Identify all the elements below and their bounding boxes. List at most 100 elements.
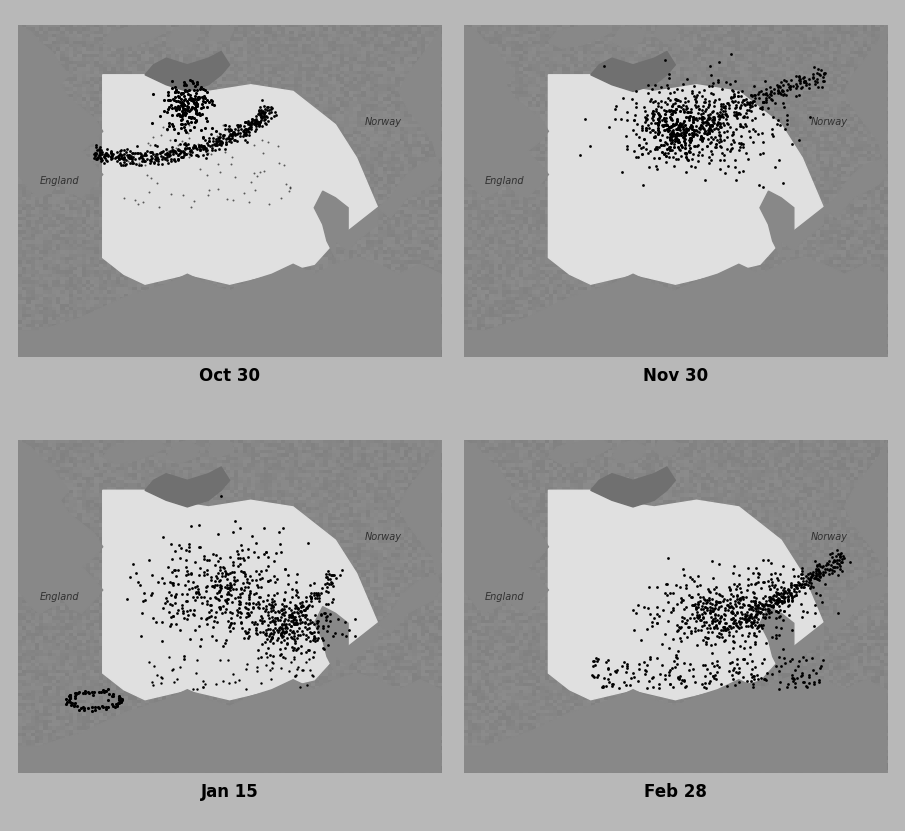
Point <box>729 106 743 119</box>
Point <box>689 614 703 627</box>
Point <box>241 115 255 128</box>
Point <box>303 590 318 603</box>
Point <box>739 608 754 622</box>
Point <box>681 124 696 137</box>
Point <box>213 583 227 597</box>
Point <box>238 625 252 638</box>
Point <box>242 630 256 643</box>
Point <box>743 607 757 621</box>
Point <box>186 92 201 106</box>
Point <box>230 603 244 617</box>
Point <box>242 597 256 610</box>
Point <box>663 131 678 145</box>
Point <box>163 145 177 158</box>
Point <box>818 577 833 590</box>
Point <box>729 624 743 637</box>
Point <box>262 106 277 120</box>
Point <box>824 567 839 580</box>
Point <box>307 588 321 602</box>
Point <box>673 117 688 130</box>
Polygon shape <box>654 440 680 457</box>
Point <box>714 140 729 154</box>
Point <box>335 563 349 576</box>
Point <box>242 593 256 606</box>
Point <box>196 90 211 103</box>
Point <box>627 671 642 684</box>
Point <box>803 110 817 123</box>
Point <box>685 128 700 141</box>
Point <box>278 618 292 632</box>
Point <box>689 119 703 132</box>
Point <box>155 157 169 170</box>
Point <box>208 592 223 605</box>
Point <box>219 594 233 607</box>
Point <box>163 93 177 106</box>
Point <box>271 633 285 647</box>
Point <box>191 583 205 596</box>
Point <box>698 124 712 137</box>
Point <box>171 149 186 162</box>
Point <box>228 133 243 146</box>
Point <box>252 109 267 122</box>
Point <box>726 601 740 614</box>
Point <box>238 127 252 140</box>
Point <box>829 550 843 563</box>
Point <box>748 112 762 125</box>
Point <box>77 701 91 715</box>
Point <box>737 652 751 666</box>
Point <box>146 612 160 625</box>
Point <box>254 107 269 120</box>
Point <box>642 674 656 687</box>
Point <box>100 682 115 696</box>
Point <box>290 642 304 656</box>
Point <box>145 568 159 582</box>
Point <box>247 116 262 130</box>
Point <box>196 148 211 161</box>
Point <box>676 612 691 625</box>
Point <box>119 142 134 155</box>
Point <box>785 591 799 604</box>
Point <box>251 580 265 593</box>
Point <box>834 556 848 569</box>
Point <box>773 603 787 617</box>
Point <box>245 573 260 587</box>
Point <box>155 145 169 159</box>
Point <box>148 154 163 167</box>
Point <box>812 565 826 578</box>
Point <box>77 704 91 717</box>
Point <box>713 129 728 142</box>
Point <box>205 579 220 593</box>
Point <box>181 567 195 580</box>
Point <box>749 607 764 621</box>
Point <box>169 607 184 620</box>
Point <box>195 140 210 153</box>
Point <box>702 120 717 133</box>
Point <box>222 120 236 133</box>
Text: Feb 28: Feb 28 <box>644 783 707 801</box>
Point <box>221 593 235 606</box>
Point <box>252 103 266 116</box>
Point <box>682 135 697 149</box>
Polygon shape <box>18 440 102 613</box>
Point <box>186 92 200 106</box>
Point <box>199 147 214 160</box>
Point <box>686 598 700 612</box>
Point <box>178 102 193 116</box>
Point <box>285 610 300 623</box>
Point <box>224 565 239 578</box>
Point <box>114 693 129 706</box>
Point <box>95 153 110 166</box>
Point <box>285 609 300 622</box>
Point <box>662 103 676 116</box>
Point <box>194 101 208 115</box>
Point <box>722 593 737 606</box>
Point <box>805 570 819 583</box>
Point <box>677 134 691 147</box>
Point <box>747 95 761 108</box>
Point <box>673 124 688 137</box>
Point <box>801 578 815 592</box>
Point <box>176 103 190 116</box>
Point <box>827 560 842 573</box>
Point <box>219 567 233 580</box>
Point <box>787 681 802 694</box>
